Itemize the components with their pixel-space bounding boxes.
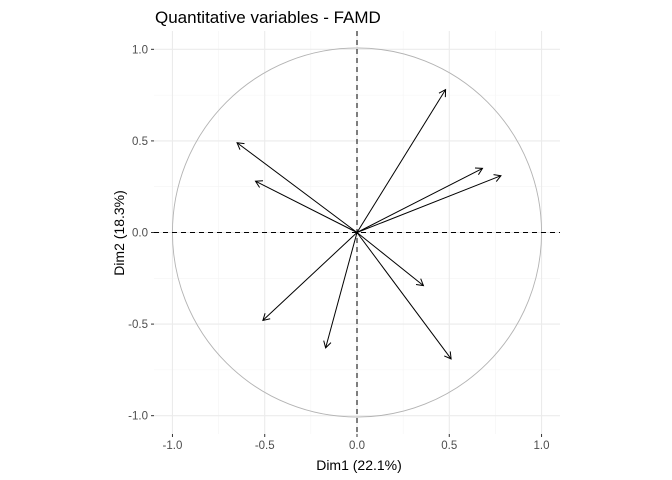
arrow-head xyxy=(236,142,245,150)
arrow-head xyxy=(438,88,447,98)
arrow-shaft xyxy=(356,232,452,360)
y-axis-title: Dim2 (18.3%) xyxy=(111,190,127,276)
variable-arrow-0 xyxy=(356,88,447,233)
arrow-shaft xyxy=(356,232,424,287)
variable-arrow-3 xyxy=(236,142,358,233)
arrow-shaft xyxy=(262,232,358,321)
chart-title: Quantitative variables - FAMD xyxy=(155,8,381,27)
variable-arrow-7 xyxy=(323,232,358,349)
arrow-head xyxy=(493,174,502,182)
x-axis-title: Dim1 (22.1%) xyxy=(316,457,402,473)
variable-arrow-5 xyxy=(356,232,425,287)
arrow-head xyxy=(323,340,332,349)
y-tick-label: 0.0 xyxy=(132,228,148,240)
arrow-shaft xyxy=(255,180,358,233)
arrow-shaft xyxy=(236,142,358,233)
x-tick-label: -0.5 xyxy=(255,440,275,452)
variable-arrow-4 xyxy=(254,180,358,233)
arrow-head xyxy=(474,167,484,175)
x-tick-label: 0.5 xyxy=(441,440,457,452)
x-tick-label: 1.0 xyxy=(534,440,550,452)
x-tick-label: -1.0 xyxy=(163,440,183,452)
y-tick-label: -0.5 xyxy=(128,319,148,331)
arrow-shaft xyxy=(325,232,358,349)
x-axis-ticks: -1.0 -0.5 0.0 0.5 1.0 xyxy=(163,434,550,452)
variable-arrow-1 xyxy=(356,167,484,233)
variable-arrow-8 xyxy=(262,232,358,322)
y-tick-label: 1.0 xyxy=(132,44,148,56)
arrow-head xyxy=(415,278,425,287)
arrow-shaft xyxy=(356,167,483,233)
y-tick-label: 0.5 xyxy=(132,136,148,148)
arrow-shaft xyxy=(356,175,502,233)
arrow-head xyxy=(262,313,271,322)
y-tick-label: -1.0 xyxy=(128,411,148,423)
variable-arrow-2 xyxy=(356,174,502,233)
y-axis-ticks: -1.0 -0.5 0.0 0.5 1.0 xyxy=(128,44,154,423)
arrow-head xyxy=(444,351,452,360)
arrow-head xyxy=(254,180,264,188)
arrow-shaft xyxy=(356,89,447,233)
variable-arrows xyxy=(236,88,502,360)
variable-arrow-6 xyxy=(356,232,452,360)
x-tick-label: 0.0 xyxy=(349,440,365,452)
